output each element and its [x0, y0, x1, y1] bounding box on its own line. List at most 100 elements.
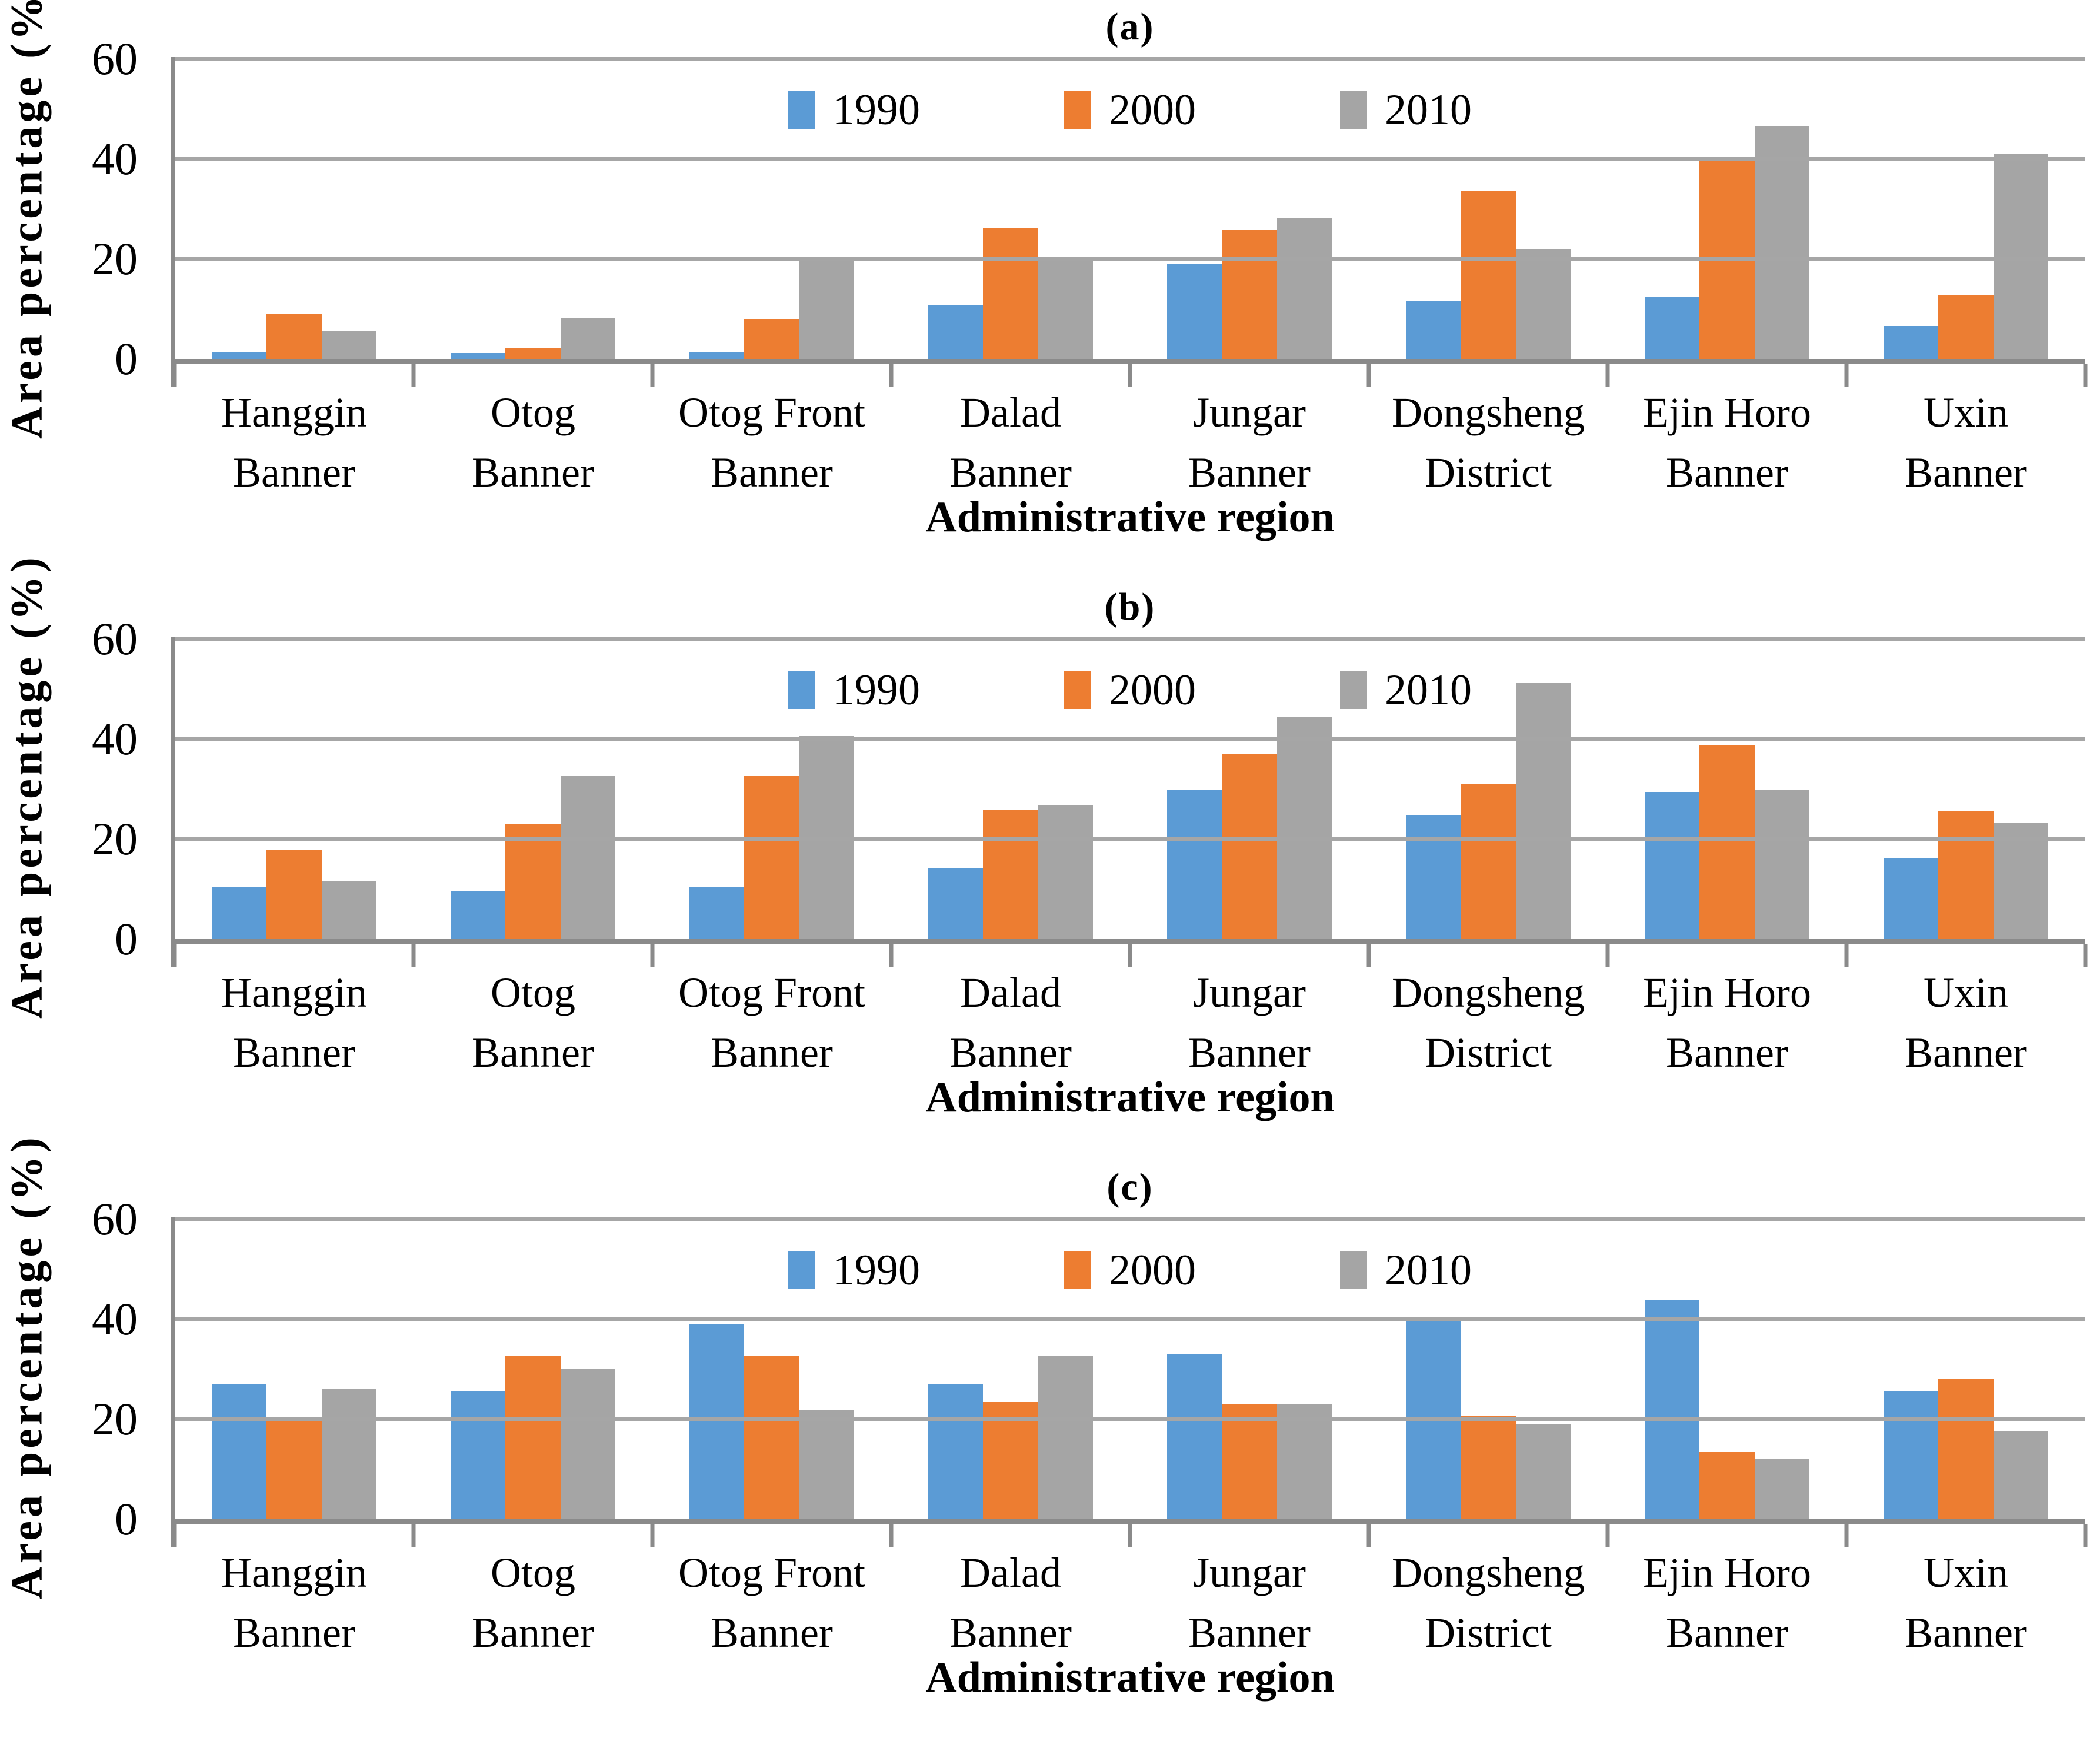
- bar-group: [1369, 639, 1608, 939]
- bar-1990: [211, 887, 267, 939]
- bar-group: [891, 639, 1130, 939]
- bar-1990: [1405, 815, 1461, 939]
- category-label-line: Otog: [491, 389, 575, 436]
- bar-group: [652, 1219, 891, 1519]
- x-tick: [1128, 944, 1132, 967]
- legend-item: 2010: [1340, 668, 1472, 712]
- y-tick-label: 60: [92, 613, 138, 664]
- x-tick: [1128, 1524, 1132, 1547]
- bars: [175, 639, 2085, 939]
- legend-swatch: [1064, 1251, 1091, 1289]
- bar-2000: [266, 1416, 322, 1519]
- category-label-line: Banner: [711, 1029, 833, 1076]
- gridline-20: [175, 1417, 2085, 1421]
- category-label-line: Banner: [1188, 1029, 1311, 1076]
- gridline-40: [175, 157, 2085, 161]
- category-label-line: Otog: [491, 1549, 575, 1596]
- x-tick: [889, 944, 894, 967]
- bar-group: [175, 639, 414, 939]
- category-label-line: Banner: [1666, 1029, 1788, 1076]
- category-label: Hanggin Banner: [175, 382, 414, 502]
- x-tick: [650, 1524, 655, 1547]
- x-tick: [2083, 1524, 2088, 1547]
- bar-2010: [1515, 249, 1571, 359]
- x-tick: [172, 1524, 177, 1547]
- legend: 1990 2000 2010: [175, 668, 2085, 712]
- category-label-line: Banner: [233, 1029, 355, 1076]
- x-tick: [411, 364, 416, 387]
- legend-item: 2010: [1340, 88, 1472, 132]
- category-label: Otog Banner: [414, 382, 652, 502]
- y-axis-line: [171, 57, 175, 387]
- x-tick: [172, 364, 177, 387]
- category-labels: Hanggin Banner Otog Banner Otog Front Banner D…: [175, 382, 2085, 502]
- legend-item: 1990: [788, 1249, 920, 1292]
- chart-panel-a: (a) Area percentage (%) 0 20 40 60 1990 2000…: [0, 0, 2100, 580]
- x-axis-title: Administrative region: [925, 1073, 1335, 1121]
- bar-2010: [321, 880, 377, 939]
- gridline-40: [175, 737, 2085, 741]
- bar-2010: [1754, 1459, 1810, 1519]
- x-tick: [1844, 944, 1849, 967]
- x-tick: [1605, 944, 1610, 967]
- panel-title: (a): [1105, 5, 1155, 48]
- category-label: Dalad Banner: [891, 1543, 1130, 1663]
- bar-2000: [983, 809, 1038, 939]
- x-tick: [1366, 944, 1371, 967]
- bar-2000: [1938, 811, 1994, 939]
- y-tick-label: 20: [92, 813, 138, 864]
- y-tick-label: 40: [92, 713, 138, 764]
- bar-2010: [799, 259, 855, 359]
- bar-2010: [1038, 1356, 1094, 1519]
- category-label-line: Uxin: [1924, 1549, 2008, 1596]
- bar-1990: [928, 868, 984, 939]
- category-label: Otog Front Banner: [652, 963, 891, 1083]
- bar-1990: [450, 891, 506, 939]
- legend-label: 2010: [1385, 666, 1472, 714]
- category-label: Jungar Banner: [1130, 382, 1369, 502]
- category-label-line: Banner: [472, 1029, 594, 1076]
- y-tick-label: 40: [92, 133, 138, 184]
- category-label-line: Jungar: [1193, 389, 1306, 436]
- y-axis-tick-labels: 0 20 40 60: [0, 36, 138, 382]
- x-tick: [889, 364, 894, 387]
- bar-2010: [560, 1369, 616, 1519]
- bars: [175, 59, 2085, 359]
- gridline-20: [175, 837, 2085, 841]
- bar-2000: [1461, 783, 1516, 939]
- category-label-line: District: [1425, 1609, 1552, 1656]
- legend-swatch: [1340, 91, 1367, 129]
- bar-group: [652, 59, 891, 359]
- category-label-line: Dongsheng: [1392, 1549, 1585, 1596]
- category-label-line: Banner: [711, 1609, 833, 1656]
- category-label-line: Jungar: [1193, 969, 1306, 1016]
- legend-item: 2000: [1064, 668, 1196, 712]
- bar-2000: [266, 314, 322, 359]
- bar-1990: [1405, 301, 1461, 359]
- legend-item: 1990: [788, 668, 920, 712]
- bar-group: [891, 59, 1130, 359]
- legend-item: 1990: [788, 88, 920, 132]
- bar-1990: [1883, 325, 1939, 359]
- y-tick-label: 0: [115, 333, 138, 384]
- bar-group: [891, 1219, 1130, 1519]
- legend-label: 2010: [1385, 1246, 1472, 1294]
- bar-2010: [1515, 1424, 1571, 1519]
- category-label-line: Otog Front: [678, 1549, 866, 1596]
- category-label-line: Banner: [233, 1609, 355, 1656]
- category-label-line: Uxin: [1924, 389, 2008, 436]
- x-tick: [2083, 944, 2088, 967]
- x-tick: [1366, 364, 1371, 387]
- bar-2000: [505, 824, 561, 939]
- bar-2010: [1276, 218, 1332, 359]
- bar-1990: [450, 352, 506, 359]
- category-label-line: Hanggin: [221, 969, 367, 1016]
- bar-1990: [1644, 792, 1700, 939]
- category-label-line: Ejin Horo: [1643, 389, 1811, 436]
- legend-label: 1990: [833, 1246, 920, 1294]
- category-label-line: Banner: [1905, 1609, 2027, 1656]
- x-tick: [650, 944, 655, 967]
- bar-2000: [1461, 1416, 1516, 1519]
- bar-1990: [689, 886, 745, 939]
